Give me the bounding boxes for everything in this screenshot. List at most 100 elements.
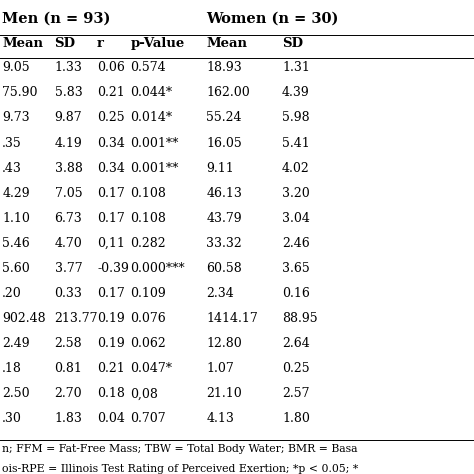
Text: 2.34: 2.34 <box>206 287 234 300</box>
Text: 0.19: 0.19 <box>97 312 125 325</box>
Text: 2.50: 2.50 <box>2 387 30 400</box>
Text: 4.19: 4.19 <box>55 137 82 149</box>
Text: 0.25: 0.25 <box>97 111 125 125</box>
Text: 33.32: 33.32 <box>206 237 242 250</box>
Text: 55.24: 55.24 <box>206 111 242 125</box>
Text: 88.95: 88.95 <box>282 312 318 325</box>
Text: 162.00: 162.00 <box>206 86 250 100</box>
Text: 5.83: 5.83 <box>55 86 82 100</box>
Text: 0.108: 0.108 <box>130 212 166 225</box>
Text: 9.05: 9.05 <box>2 61 30 74</box>
Text: 0.108: 0.108 <box>130 187 166 200</box>
Text: 4.70: 4.70 <box>55 237 82 250</box>
Text: 0.33: 0.33 <box>55 287 82 300</box>
Text: .30: .30 <box>2 412 22 425</box>
Text: 0.17: 0.17 <box>97 187 125 200</box>
Text: 3.20: 3.20 <box>282 187 310 200</box>
Text: 0.109: 0.109 <box>130 287 166 300</box>
Text: .18: .18 <box>2 362 22 375</box>
Text: 0.001**: 0.001** <box>130 137 179 149</box>
Text: 1.80: 1.80 <box>282 412 310 425</box>
Text: 0.21: 0.21 <box>97 362 125 375</box>
Text: 43.79: 43.79 <box>206 212 242 225</box>
Text: .43: .43 <box>2 162 22 174</box>
Text: 0.047*: 0.047* <box>130 362 173 375</box>
Text: .35: .35 <box>2 137 22 149</box>
Text: 0.34: 0.34 <box>97 162 125 174</box>
Text: 46.13: 46.13 <box>206 187 242 200</box>
Text: 2.49: 2.49 <box>2 337 30 350</box>
Text: 0.34: 0.34 <box>97 137 125 149</box>
Text: SD: SD <box>55 37 75 50</box>
Text: 0.000***: 0.000*** <box>130 262 185 275</box>
Text: 12.80: 12.80 <box>206 337 242 350</box>
Text: 0.044*: 0.044* <box>130 86 173 100</box>
Text: n; FFM = Fat-Free Mass; TBW = Total Body Water; BMR = Basa: n; FFM = Fat-Free Mass; TBW = Total Body… <box>2 445 358 455</box>
Text: ois-RPE = Illinois Test Rating of Perceived Exertion; *p < 0.05; *: ois-RPE = Illinois Test Rating of Percei… <box>2 464 359 474</box>
Text: 0.17: 0.17 <box>97 212 125 225</box>
Text: 0.574: 0.574 <box>130 61 166 74</box>
Text: 2.58: 2.58 <box>55 337 82 350</box>
Text: SD: SD <box>282 37 303 50</box>
Text: 0,08: 0,08 <box>130 387 158 400</box>
Text: 0.04: 0.04 <box>97 412 125 425</box>
Text: 21.10: 21.10 <box>206 387 242 400</box>
Text: 0.25: 0.25 <box>282 362 310 375</box>
Text: 5.60: 5.60 <box>2 262 30 275</box>
Text: Mean: Mean <box>2 37 43 50</box>
Text: 0.282: 0.282 <box>130 237 166 250</box>
Text: 0.062: 0.062 <box>130 337 166 350</box>
Text: Men (n = 93): Men (n = 93) <box>2 11 111 26</box>
Text: 1414.17: 1414.17 <box>206 312 258 325</box>
Text: 0.707: 0.707 <box>130 412 166 425</box>
Text: 2.70: 2.70 <box>55 387 82 400</box>
Text: 1.07: 1.07 <box>206 362 234 375</box>
Text: 0.06: 0.06 <box>97 61 125 74</box>
Text: 2.57: 2.57 <box>282 387 310 400</box>
Text: 9.73: 9.73 <box>2 111 30 125</box>
Text: 0.17: 0.17 <box>97 287 125 300</box>
Text: 0.014*: 0.014* <box>130 111 173 125</box>
Text: 4.29: 4.29 <box>2 187 30 200</box>
Text: 4.39: 4.39 <box>282 86 310 100</box>
Text: 4.13: 4.13 <box>206 412 234 425</box>
Text: 9.11: 9.11 <box>206 162 234 174</box>
Text: 5.46: 5.46 <box>2 237 30 250</box>
Text: 5.98: 5.98 <box>282 111 310 125</box>
Text: 3.88: 3.88 <box>55 162 82 174</box>
Text: 4.02: 4.02 <box>282 162 310 174</box>
Text: 18.93: 18.93 <box>206 61 242 74</box>
Text: 1.10: 1.10 <box>2 212 30 225</box>
Text: 213.77: 213.77 <box>55 312 98 325</box>
Text: 2.46: 2.46 <box>282 237 310 250</box>
Text: 0.81: 0.81 <box>55 362 82 375</box>
Text: 6.73: 6.73 <box>55 212 82 225</box>
Text: 5.41: 5.41 <box>282 137 310 149</box>
Text: 1.31: 1.31 <box>282 61 310 74</box>
Text: 0.19: 0.19 <box>97 337 125 350</box>
Text: 3.77: 3.77 <box>55 262 82 275</box>
Text: 0.21: 0.21 <box>97 86 125 100</box>
Text: -0.39: -0.39 <box>97 262 129 275</box>
Text: 16.05: 16.05 <box>206 137 242 149</box>
Text: 0,11: 0,11 <box>97 237 125 250</box>
Text: 75.90: 75.90 <box>2 86 38 100</box>
Text: 3.04: 3.04 <box>282 212 310 225</box>
Text: 9.87: 9.87 <box>55 111 82 125</box>
Text: Mean: Mean <box>206 37 247 50</box>
Text: 0.001**: 0.001** <box>130 162 179 174</box>
Text: p-Value: p-Value <box>130 37 184 50</box>
Text: 1.83: 1.83 <box>55 412 82 425</box>
Text: 7.05: 7.05 <box>55 187 82 200</box>
Text: 0.16: 0.16 <box>282 287 310 300</box>
Text: 902.48: 902.48 <box>2 312 46 325</box>
Text: 0.18: 0.18 <box>97 387 125 400</box>
Text: 1.33: 1.33 <box>55 61 82 74</box>
Text: 0.076: 0.076 <box>130 312 166 325</box>
Text: .20: .20 <box>2 287 22 300</box>
Text: 60.58: 60.58 <box>206 262 242 275</box>
Text: Women (n = 30): Women (n = 30) <box>206 11 338 26</box>
Text: 2.64: 2.64 <box>282 337 310 350</box>
Text: r: r <box>97 37 104 50</box>
Text: 3.65: 3.65 <box>282 262 310 275</box>
